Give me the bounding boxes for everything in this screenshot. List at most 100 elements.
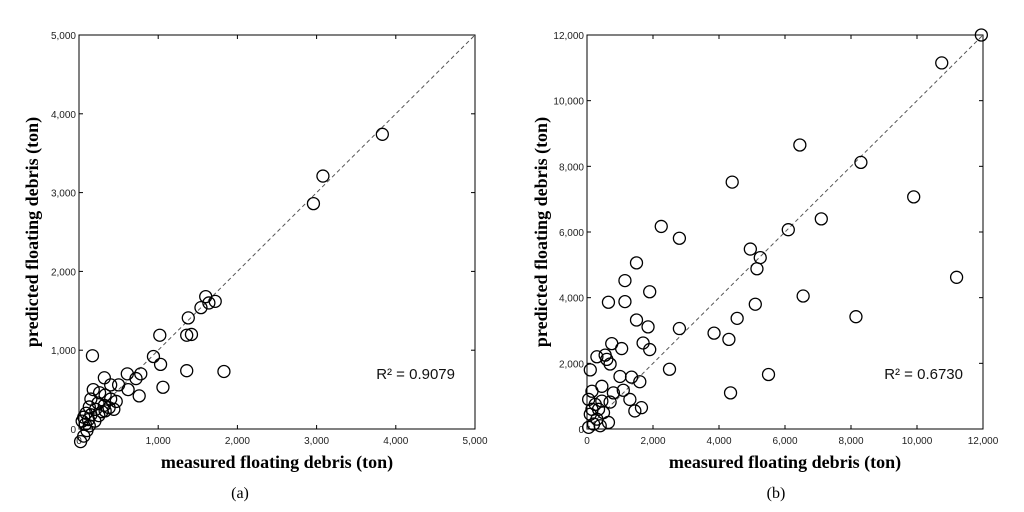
panel-a-data-point	[217, 364, 231, 379]
panel-b-data-point	[725, 175, 739, 189]
panel-b-caption: (b)	[767, 485, 786, 502]
panel-b-data-point	[615, 341, 629, 356]
panel-a-data-point	[184, 327, 199, 342]
panel-b-data-point	[616, 383, 630, 397]
panel-b-data-point	[907, 190, 921, 204]
panel-b-data-point	[949, 270, 964, 284]
panel-b-x-tick-label: 6,000	[772, 436, 797, 447]
panel-b-x-tick-label: 12,000	[968, 436, 999, 447]
panel-b-x-axis-label: measured floating debris (ton)	[669, 452, 901, 473]
panel-a-data-point	[91, 396, 105, 410]
panel-a-data-point	[194, 300, 208, 315]
panel-b-data-point	[595, 379, 609, 393]
panel-b-data-point	[723, 386, 738, 400]
panel-b-data-point	[707, 326, 721, 340]
panel-a-data-point	[153, 328, 167, 342]
panel-a-data-point	[121, 382, 135, 397]
panel-b-data-point	[618, 273, 632, 288]
panel-b-data-point	[781, 223, 795, 237]
panel-a-data-point	[375, 127, 389, 141]
panel-b-data-point	[849, 310, 863, 324]
panel-a-data-point	[180, 364, 194, 378]
panel-b-data-point	[935, 56, 949, 70]
panel-b-x-tick-label: 8,000	[838, 436, 863, 447]
panel-a-x-tick-label: 2,000	[225, 436, 250, 447]
panel-a-y-tick-label: 0	[70, 425, 76, 436]
panel-b-data-point	[748, 297, 762, 311]
panel-a-data-point	[73, 434, 88, 449]
panel-a-y-tick-label: 5,000	[51, 31, 76, 42]
panel-a-reference-line	[78, 34, 476, 430]
panel-b-y-tick-label: 4,000	[559, 294, 584, 305]
panel-a-data-point	[104, 378, 118, 392]
panel-a-data-point	[82, 400, 96, 414]
panel-b-data-point	[633, 375, 647, 389]
panel-a-data-point	[306, 196, 321, 211]
panel-a-data-point	[202, 296, 216, 310]
panel-b-y-tick-label: 2,000	[559, 359, 584, 370]
panel-b-data-point	[654, 219, 668, 234]
panel-b-y-tick-label: 10,000	[553, 97, 584, 108]
panel-a-x-tick-label: 5,000	[462, 436, 487, 447]
panel-b-data-point	[603, 357, 617, 371]
panel-a-data-point	[111, 378, 126, 392]
panel-b-data-point	[628, 404, 642, 418]
panel-b-x-tick-label: 10,000	[902, 436, 933, 447]
panel-b-data-point	[623, 392, 637, 407]
panel-b-data-point	[590, 350, 604, 364]
panel-b-data-point	[634, 401, 649, 415]
panel-a-data-point	[208, 294, 222, 308]
panel-a-data-point	[156, 380, 170, 394]
panel-a-y-tick-label: 3,000	[51, 189, 76, 200]
panel-b-reference-line	[586, 34, 984, 430]
panel-a-data-point	[86, 382, 100, 397]
panel-a-x-tick-label: 4,000	[383, 436, 408, 447]
panel-b-data-point	[593, 419, 607, 433]
panel-b-data-point	[603, 395, 617, 409]
panel-b-data-point	[601, 295, 616, 309]
panel-a-data-point	[88, 414, 102, 428]
panel-a-data-point	[180, 328, 194, 342]
panel-b-data-point	[600, 352, 614, 367]
panel-b-data-point	[796, 289, 810, 303]
panel-a-data-point	[153, 357, 168, 372]
panel-a-data-point	[181, 311, 195, 325]
panel-a-r-squared-annotation: R² = 0.9079	[376, 366, 455, 383]
panel-b-data-point	[750, 262, 764, 276]
panel-b-data-point	[643, 342, 657, 357]
panel-b-x-tick-label: 0	[584, 436, 590, 447]
panel-b-data-point	[672, 321, 687, 336]
panel-b-y-tick-label: 6,000	[559, 228, 584, 239]
panel-b-data-point	[974, 28, 988, 42]
panel-a-data-point	[98, 404, 112, 418]
panel-b-y-tick-label: 8,000	[559, 162, 584, 173]
panel-a-caption: (a)	[231, 485, 249, 502]
panel-b-data-point	[601, 415, 616, 430]
panel-b-y-tick-label: 12,000	[553, 31, 584, 42]
panel-b-data-point	[613, 369, 627, 384]
panel-a-data-point	[146, 349, 161, 364]
panel-a-data-point	[316, 169, 330, 183]
panel-b-data-point	[582, 392, 596, 407]
panel-b-data-point	[672, 231, 687, 245]
panel-b-data-point	[814, 212, 828, 226]
panel-b-data-point	[854, 155, 868, 170]
panel-a-x-axis-label: measured floating debris (ton)	[161, 452, 393, 473]
panel-b-x-tick-label: 2,000	[640, 436, 665, 447]
panel-b-data-point	[636, 336, 650, 350]
panel-b-data-point	[583, 363, 597, 377]
panel-b-data-point	[662, 362, 677, 376]
panel-b-data-point	[643, 285, 657, 299]
panel-a-y-tick-label: 2,000	[51, 267, 76, 278]
panel-b-data-point	[624, 370, 639, 384]
panel-b-data-point	[585, 402, 599, 416]
panel-a-y-tick-label: 1,000	[51, 346, 76, 357]
panel-a-data-point	[132, 389, 146, 403]
panel-b-r-squared-annotation: R² = 0.6730	[884, 366, 963, 383]
panel-b-data-point	[629, 313, 644, 327]
panel-b-data-point	[722, 332, 736, 347]
panel-b-data-point	[595, 394, 609, 408]
panel-a-y-axis-label: predicted floating debris (ton)	[22, 117, 43, 347]
